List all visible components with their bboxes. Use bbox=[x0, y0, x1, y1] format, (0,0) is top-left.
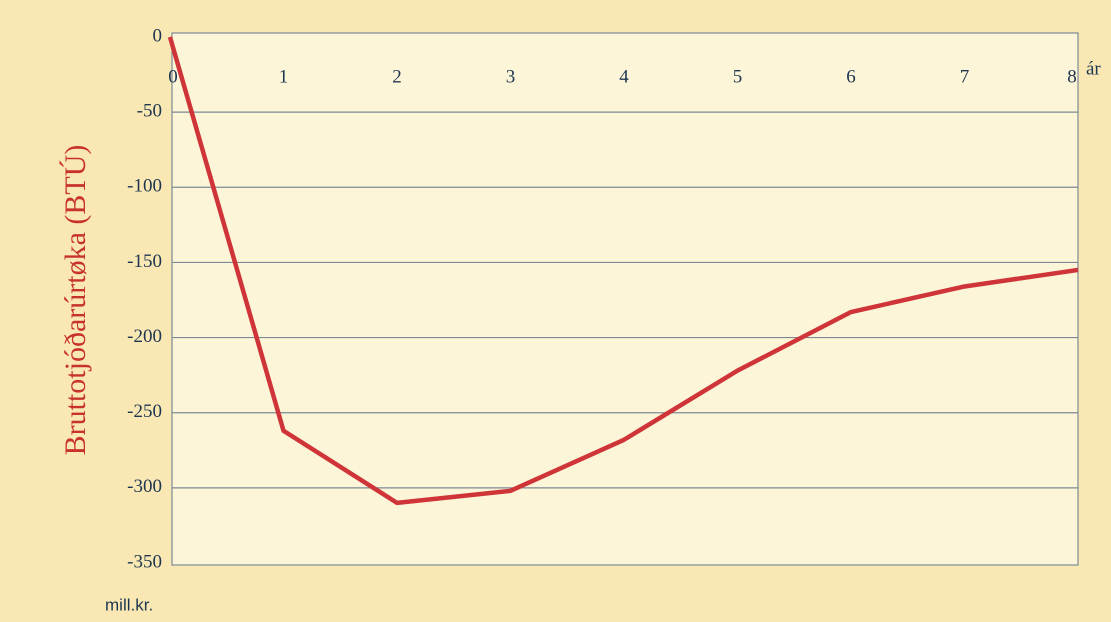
y-tick-label: -200 bbox=[127, 326, 162, 347]
x-tick-label: 1 bbox=[279, 66, 289, 87]
y-tick-label: -350 bbox=[127, 551, 162, 572]
x-tick-label: 8 bbox=[1067, 66, 1077, 87]
x-tick-label: 4 bbox=[619, 66, 629, 87]
x-tick-label: 7 bbox=[960, 66, 970, 87]
x-tick-label: 6 bbox=[846, 66, 856, 87]
y-axis-label: Bruttotjóðarúrtøka (BTÚ) bbox=[59, 145, 92, 456]
x-unit: ár bbox=[1086, 58, 1101, 79]
x-tick-label: 5 bbox=[733, 66, 743, 87]
y-tick-label: -50 bbox=[137, 101, 162, 122]
y-unit: mill.kr. bbox=[105, 595, 153, 614]
y-tick-label: -300 bbox=[127, 476, 162, 497]
x-tick-label: 0 bbox=[168, 66, 178, 87]
y-tick-label: -150 bbox=[127, 251, 162, 272]
y-tick-label: -250 bbox=[127, 401, 162, 422]
plot-area bbox=[171, 32, 1079, 566]
x-tick-label: 3 bbox=[506, 66, 516, 87]
data-line bbox=[167, 36, 1079, 506]
y-tick-label: -100 bbox=[127, 176, 162, 197]
y-tick-label: 0 bbox=[153, 25, 163, 46]
x-tick-label: 2 bbox=[392, 66, 402, 87]
